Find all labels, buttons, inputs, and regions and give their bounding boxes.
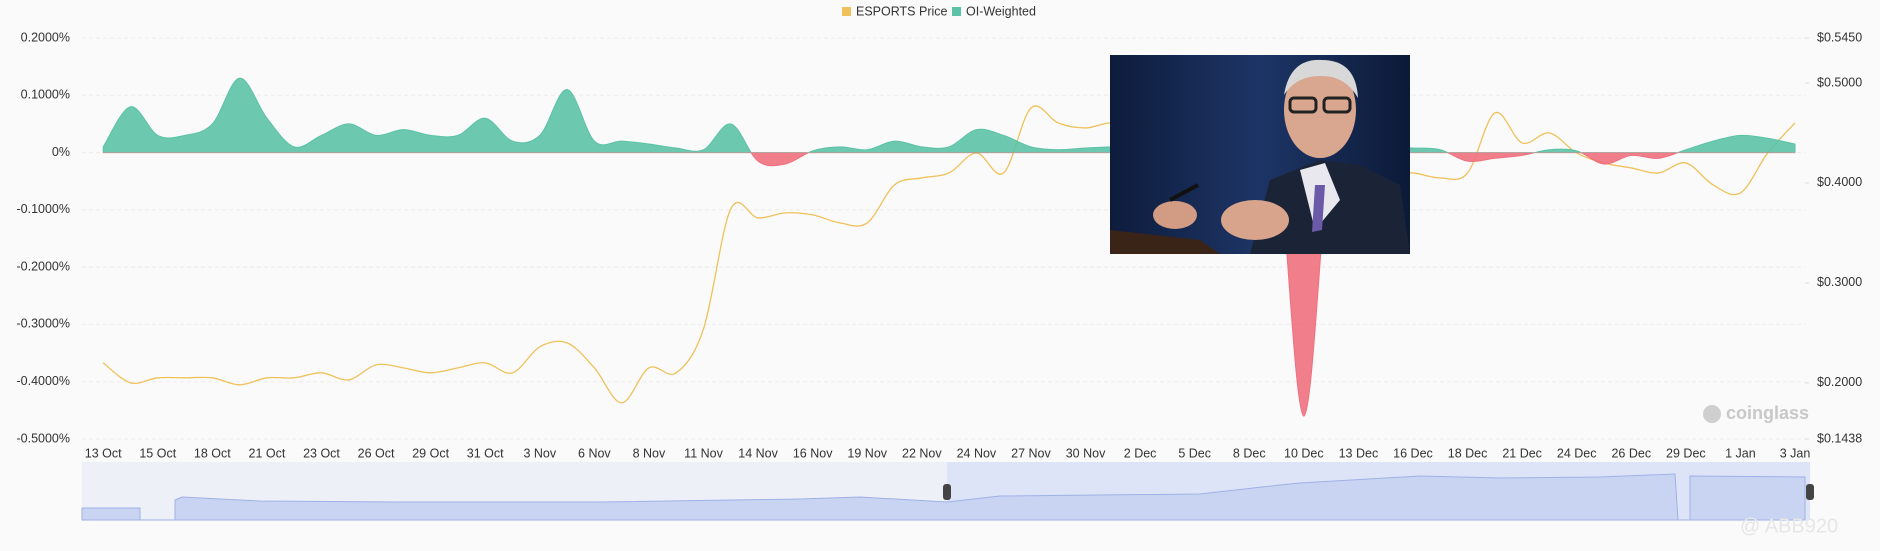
navigator[interactable] (81, 462, 1814, 521)
photo-mic (1169, 183, 1199, 202)
watermark-text: coinglass (1726, 403, 1809, 423)
x-tick-label: 8 Dec (1233, 446, 1266, 460)
legend-label[interactable]: ESPORTS Price (856, 4, 948, 18)
x-tick-label: 16 Dec (1393, 446, 1433, 460)
funding-area-positive (102, 77, 1796, 153)
x-tick-label: 15 Oct (139, 446, 176, 460)
navigator-handle[interactable] (943, 484, 951, 500)
photo-tie (1312, 185, 1325, 232)
photo-hand (1221, 200, 1289, 240)
y2-tick-label: $0.2000 (1817, 375, 1862, 389)
legend-swatch[interactable] (952, 7, 961, 16)
y2-tick-label: $0.1438 (1817, 431, 1862, 445)
photo-overlay (1110, 55, 1410, 254)
x-tick-label: 27 Nov (1011, 446, 1051, 460)
navigator-handle[interactable] (1806, 484, 1814, 500)
legend-label[interactable]: OI-Weighted (966, 4, 1036, 18)
y-tick-label: -0.4000% (16, 374, 70, 388)
y2-tick-label: $0.4000 (1817, 175, 1862, 189)
navigator-series (81, 473, 1806, 521)
photo-podium (1110, 230, 1220, 254)
x-tick-label: 29 Dec (1666, 446, 1706, 460)
x-tick-label: 18 Oct (194, 446, 231, 460)
credit: @ ABB920 (1740, 515, 1838, 537)
x-tick-label: 2 Dec (1124, 446, 1157, 460)
y2-tick-label: $0.5000 (1817, 75, 1862, 89)
x-tick-label: 29 Oct (412, 446, 449, 460)
x-tick-label: 11 Nov (684, 446, 723, 460)
y-tick-label: -0.5000% (16, 431, 70, 445)
x-tick-label: 21 Oct (249, 446, 286, 460)
x-tick-label: 23 Oct (303, 446, 340, 460)
y2-tick-label: $0.3000 (1817, 275, 1862, 289)
y-tick-label: -0.2000% (16, 259, 70, 273)
legend-swatch[interactable] (842, 7, 851, 16)
y-tick-label: 0.2000% (21, 30, 70, 44)
funding-area-negative (102, 152, 1796, 417)
x-tick-label: 14 Nov (738, 446, 778, 460)
x-tick-label: 24 Dec (1557, 446, 1597, 460)
x-tick-label: 18 Dec (1448, 446, 1488, 460)
watermark-logo (1703, 405, 1721, 423)
legend: ESPORTS Price OI-Weighted (842, 4, 1036, 18)
x-tick-label: 19 Nov (847, 446, 887, 460)
y-tick-label: 0.1000% (21, 88, 70, 102)
x-tick-label: 22 Nov (902, 446, 942, 460)
y-tick-label: -0.3000% (16, 317, 70, 331)
y-tick-label: -0.1000% (16, 202, 70, 216)
watermark: coinglass (1703, 403, 1809, 423)
x-tick-label: 26 Dec (1611, 446, 1651, 460)
x-tick-label: 13 Dec (1339, 446, 1379, 460)
x-tick-label: 31 Oct (467, 446, 504, 460)
x-tick-label: 3 Nov (523, 446, 556, 460)
x-tick-label: 3 Jan (1780, 446, 1811, 460)
y-tick-label: 0% (52, 145, 70, 159)
x-tick-label: 10 Dec (1284, 446, 1324, 460)
x-tick-label: 24 Nov (957, 446, 997, 460)
x-tick-label: 26 Oct (358, 446, 395, 460)
x-tick-label: 1 Jan (1725, 446, 1756, 460)
x-tick-label: 21 Dec (1502, 446, 1542, 460)
photo-face (1284, 62, 1356, 158)
x-tick-label: 5 Dec (1178, 446, 1211, 460)
price-line (102, 105, 1796, 404)
y2-tick-label: $0.5450 (1817, 30, 1862, 44)
photo-hair (1284, 59, 1358, 98)
photo-glasses (1288, 96, 1318, 114)
x-tick-label: 6 Nov (578, 446, 611, 460)
x-tick-label: 16 Nov (793, 446, 833, 460)
photo-glasses (1322, 96, 1352, 114)
x-tick-label: 30 Nov (1066, 446, 1106, 460)
x-tick-label: 13 Oct (85, 446, 122, 460)
x-tick-label: 8 Nov (633, 446, 666, 460)
photo-hand (1153, 201, 1197, 229)
